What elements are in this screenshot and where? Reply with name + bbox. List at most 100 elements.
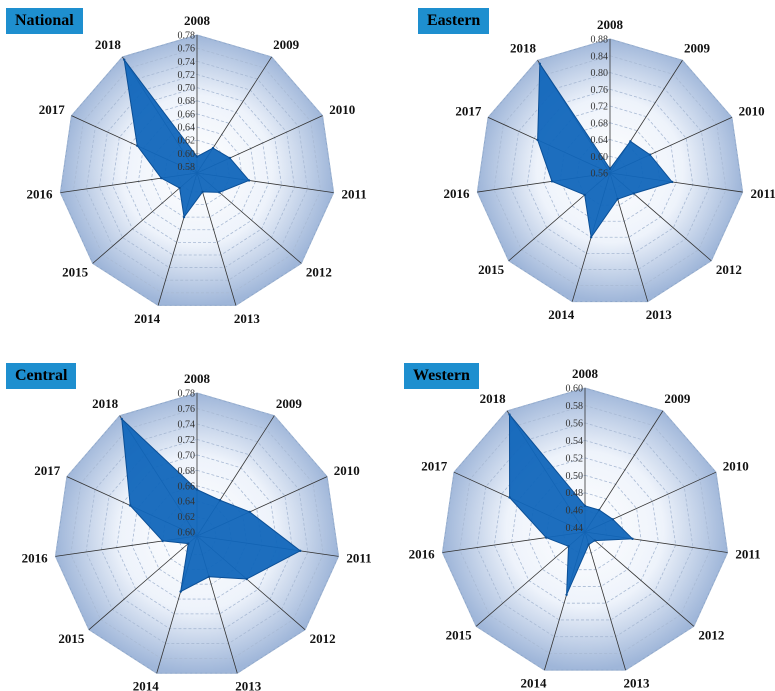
grid-ring: [131, 469, 263, 600]
chart-title: National: [6, 8, 83, 34]
r-tick-label: 0.84: [591, 51, 609, 62]
grid-ring: [164, 139, 230, 205]
data-point: [245, 577, 248, 581]
grid-ring: [476, 422, 694, 638]
axis-label: 2016: [22, 550, 49, 565]
axis-label: 2012: [306, 265, 332, 280]
axis-label: 2018: [510, 40, 537, 55]
axis-label: 2015: [446, 627, 473, 642]
r-tick-label: 0.60: [178, 149, 196, 160]
data-point: [648, 153, 652, 156]
data-point: [182, 215, 186, 219]
r-tick-label: 0.64: [178, 123, 196, 134]
grid-ring: [73, 47, 321, 294]
r-tick-label: 0.88: [591, 35, 609, 46]
r-tick-label: 0.72: [591, 102, 609, 113]
data-point: [611, 518, 614, 521]
r-tick-label: 0.78: [178, 31, 196, 42]
axis-label: 2012: [310, 631, 336, 646]
data-point: [207, 575, 211, 578]
r-tick-label: 0.78: [178, 389, 196, 400]
data-point: [508, 413, 511, 416]
r-tick-label: 0.64: [178, 497, 196, 508]
grid-ring: [511, 457, 659, 604]
grid-ring: [116, 454, 278, 615]
axis-label: 2017: [421, 458, 448, 473]
data-point: [218, 191, 221, 194]
axis-label: 2014: [548, 307, 575, 322]
r-tick-label: 0.70: [178, 450, 196, 461]
grid-ring: [476, 38, 744, 302]
r-tick-label: 0.56: [566, 418, 584, 429]
r-tick-label: 0.68: [178, 96, 196, 107]
data-point: [544, 536, 548, 539]
r-tick-label: 0.74: [178, 57, 196, 68]
data-point: [616, 197, 619, 201]
data-point: [550, 180, 554, 183]
chart-title: Western: [404, 363, 479, 389]
r-tick-label: 0.62: [178, 136, 196, 147]
data-area: [509, 413, 634, 596]
data-point: [160, 176, 163, 180]
axis-spoke: [584, 531, 626, 671]
grid-ring: [442, 387, 728, 671]
axis-label: 2011: [735, 546, 760, 561]
axis-label: 2010: [329, 102, 355, 117]
radar-panel-national: National 0.58 0.60 0.62 0.64 0.66 0.68 0.70 0.7…: [0, 0, 387, 345]
grid-ring: [70, 408, 324, 659]
axis-label: 2015: [478, 262, 505, 277]
chart-title: Eastern: [418, 8, 490, 34]
axis-label: 2015: [62, 265, 89, 280]
axis-label: 2011: [750, 186, 775, 201]
radar-chart-national: 0.58 0.60 0.62 0.64 0.66 0.68 0.70 0.72 0.74 0.76…: [27, 13, 367, 326]
data-point: [299, 549, 302, 553]
data-point: [179, 590, 182, 593]
grid-ring: [86, 60, 308, 281]
r-tick-label: 0.66: [178, 109, 196, 120]
r-tick-label: 0.76: [591, 85, 609, 96]
data-point: [201, 190, 204, 194]
data-point: [538, 62, 542, 65]
r-tick-label: 0.58: [178, 162, 196, 173]
data-point: [187, 542, 190, 545]
r-tick-label: 0.80: [591, 68, 609, 79]
axis-label: 2017: [39, 102, 66, 117]
axis-label: 2016: [444, 186, 471, 201]
grid-ring: [559, 122, 661, 222]
data-point: [670, 180, 674, 184]
grid-ring: [55, 392, 339, 674]
chart-title: Central: [6, 363, 77, 389]
grid-ring: [493, 55, 727, 286]
r-tick-label: 0.48: [566, 488, 584, 499]
r-tick-label: 0.72: [178, 435, 196, 446]
data-area: [537, 62, 674, 239]
data-point: [536, 138, 539, 142]
r-tick-label: 0.60: [178, 528, 196, 539]
r-tick-label: 0.44: [566, 523, 584, 534]
r-tick-label: 0.74: [178, 419, 196, 430]
radar-panel-eastern: Eastern 0.56 0.60 0.64 0.68 0.72 0.76 0.80 0.84…: [388, 0, 775, 345]
axis-spoke: [584, 531, 695, 627]
axis-label: 2016: [409, 546, 436, 561]
axis-label: 2013: [646, 307, 673, 322]
axis-label: 2018: [95, 37, 122, 52]
r-tick-label: 0.76: [178, 404, 196, 415]
data-point: [587, 543, 590, 546]
data-point: [631, 537, 634, 541]
grid-ring: [99, 74, 295, 268]
radar-panel-western: Western 0.44 0.46 0.48 0.50 0.52 0.54 0.56 0.58…: [388, 346, 775, 691]
data-area: [123, 59, 250, 219]
r-tick-label: 0.56: [591, 169, 609, 180]
axis-label: 2009: [684, 40, 711, 55]
data-point: [248, 510, 251, 514]
grid-ring: [528, 474, 642, 587]
axis-label: 2008: [572, 366, 599, 381]
grid-ring: [112, 87, 282, 256]
axis-label: 2013: [234, 311, 261, 326]
data-point: [583, 504, 587, 508]
data-point: [195, 155, 199, 158]
r-tick-label: 0.70: [178, 83, 196, 94]
axis-label: 2015: [58, 631, 85, 646]
axis-label: 2008: [597, 17, 624, 32]
r-tick-label: 0.68: [178, 466, 196, 477]
